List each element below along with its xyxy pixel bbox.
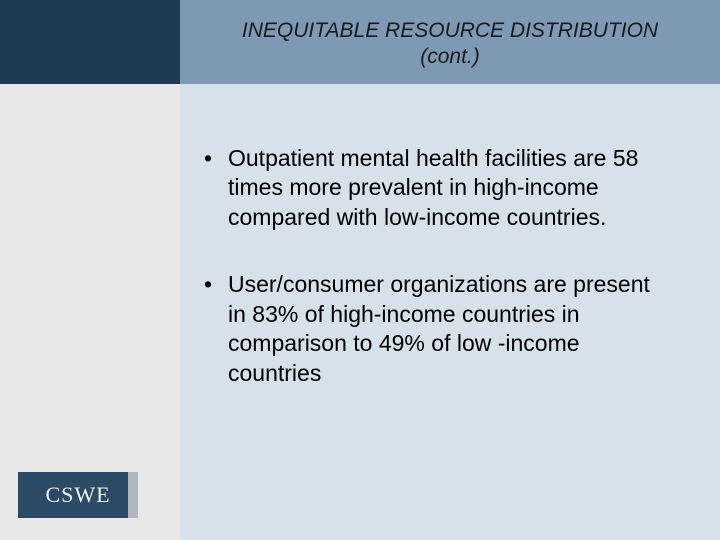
bullet-list: Outpatient mental health facilities are … bbox=[200, 144, 672, 388]
bullet-item: Outpatient mental health facilities are … bbox=[200, 144, 672, 232]
cswe-logo: CSWE bbox=[18, 472, 138, 518]
right-column: INEQUITABLE RESOURCE DISTRIBUTION (cont.… bbox=[180, 0, 720, 540]
logo-bar bbox=[128, 472, 138, 518]
slide-title-line2: (cont.) bbox=[204, 44, 696, 70]
slide: CSWE INEQUITABLE RESOURCE DISTRIBUTION (… bbox=[0, 0, 720, 540]
title-band: INEQUITABLE RESOURCE DISTRIBUTION (cont.… bbox=[180, 0, 720, 84]
left-column: CSWE bbox=[0, 0, 180, 540]
left-top-block bbox=[0, 0, 180, 84]
slide-title-line1: INEQUITABLE RESOURCE DISTRIBUTION bbox=[204, 18, 696, 44]
body-area: Outpatient mental health facilities are … bbox=[180, 84, 720, 540]
logo-text: CSWE bbox=[45, 482, 110, 508]
bullet-item: User/consumer organizations are present … bbox=[200, 270, 672, 388]
